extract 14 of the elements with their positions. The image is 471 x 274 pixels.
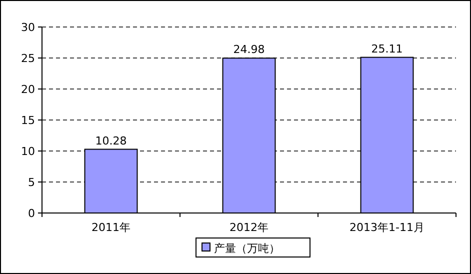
y-tick-label: 0 bbox=[28, 207, 35, 220]
y-tick-label: 30 bbox=[21, 21, 35, 34]
y-tick-label: 20 bbox=[21, 83, 35, 96]
legend-label: 产量（万吨） bbox=[214, 242, 280, 255]
data-label: 10.28 bbox=[95, 134, 127, 148]
data-label: 25.11 bbox=[371, 42, 403, 56]
data-label: 24.98 bbox=[233, 43, 265, 56]
y-tick-label: 25 bbox=[21, 52, 35, 65]
y-tick-label: 10 bbox=[21, 145, 35, 158]
x-tick-label: 2012年 bbox=[230, 221, 268, 234]
x-tick-label: 2013年1-11月 bbox=[350, 221, 424, 234]
x-tick-label: 2011年 bbox=[92, 221, 130, 234]
y-tick-label: 15 bbox=[21, 114, 35, 127]
y-tick-label: 5 bbox=[28, 176, 35, 189]
